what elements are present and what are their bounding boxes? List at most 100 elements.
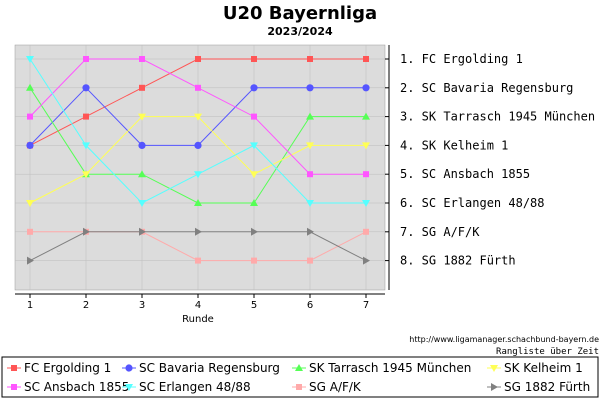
data-point [139,227,146,236]
legend-marker [295,364,303,371]
legend-item: SG 1882 Fürth [487,380,590,394]
data-point [138,141,146,149]
data-point [250,142,258,150]
rank-label: 3. SK Tarrasch 1945 München [400,110,595,124]
x-tick-label: 6 [307,300,313,311]
rank-label: 8. SG 1882 Fürth [400,254,516,268]
rank-label: 5. SC Ansbach 1855 [400,167,530,181]
data-point [307,56,313,62]
data-point [250,199,258,206]
legend-marker [125,364,133,372]
legend-item: SC Erlangen 48/88 [122,380,251,394]
legend-label: SG A/F/K [309,380,362,394]
plot-area [14,44,386,291]
data-point [26,141,34,149]
legend-label: FC Ergolding 1 [24,361,111,375]
data-point [363,256,370,265]
data-point [26,56,34,63]
data-point [363,171,369,178]
rank-labels: 1. FC Ergolding 1 2. SC Bavaria Regensbur… [385,52,595,268]
legend-label: SK Tarrasch 1945 München [309,361,471,375]
x-ticks: 1 2 3 4 5 6 7 [27,294,369,311]
data-point [307,227,314,236]
legend-marker [490,365,498,372]
data-point [251,56,257,62]
chart-subtitle: 2023/2024 [267,25,333,38]
legend-marker [125,384,133,391]
chart-title: U20 Bayernliga [223,3,377,24]
x-tick-label: 3 [139,300,145,311]
series-2 [26,84,370,149]
data-point [195,227,202,236]
legend-label: SG 1882 Fürth [504,380,590,394]
data-point [363,56,369,62]
legend-item: SC Ansbach 1855 [7,380,129,394]
data-point [83,227,90,236]
series-5 [27,56,369,178]
rank-label: 1. FC Ergolding 1 [400,52,523,66]
data-point [139,56,145,62]
legend: FC Ergolding 1 SC Bavaria Regensburg SK Ta… [7,361,590,394]
x-tick-label: 5 [251,300,257,311]
data-point [26,83,34,91]
series-4 [26,113,370,207]
data-point [27,228,33,235]
x-axis-label: Runde [182,314,214,325]
data-point [194,113,202,121]
data-point [83,113,89,120]
data-point [194,141,202,149]
data-point [27,256,34,265]
legend-label: SC Bavaria Regensburg [139,361,280,375]
data-point [251,257,257,264]
legend-marker [491,383,498,391]
x-tick-label: 7 [363,300,369,311]
data-point [251,227,258,236]
legend-marker [11,365,17,371]
source-url: http://www.ligamanager.schachbund-bayern… [409,335,599,344]
data-point [307,257,313,264]
x-tick-label: 4 [195,300,201,311]
data-point [306,142,314,150]
legend-label: SC Ansbach 1855 [24,380,129,394]
data-point [138,170,146,178]
legend-item: SK Kelheim 1 [487,361,583,375]
data-point [307,171,313,178]
data-point [250,171,258,179]
series-6 [26,56,370,207]
rank-label: 7. SG A/F/K [400,225,480,239]
data-point [251,113,257,120]
legend-item: SC Bavaria Regensburg [122,361,280,375]
data-point [306,200,314,207]
data-point [195,257,201,264]
data-point [362,84,370,92]
rank-label: 2. SC Bavaria Regensburg [400,81,573,95]
data-point [82,171,90,179]
legend-label: SK Kelheim 1 [504,361,583,375]
legend-marker [11,384,17,390]
legend-item: FC Ergolding 1 [7,361,111,375]
data-point [195,84,201,91]
series-layer [26,56,370,265]
data-point [138,200,146,207]
data-point [306,112,314,120]
data-point [250,84,258,92]
data-point [83,56,89,62]
data-point [26,200,34,207]
data-point [306,84,314,92]
data-point [194,171,202,179]
legend-label: SC Erlangen 48/88 [139,380,251,394]
rank-label: 6. SC Erlangen 48/88 [400,196,545,210]
data-point [195,56,201,62]
x-tick-label: 1 [27,300,33,311]
data-point [139,84,145,91]
data-point [82,142,90,150]
series-8 [27,227,370,265]
caption: Rangliste über Zeit [496,347,599,357]
data-point [362,200,370,207]
rank-label: 4. SK Kelheim 1 [400,138,508,152]
legend-box [1,356,599,398]
data-point [82,84,90,92]
data-point [362,142,370,150]
x-tick-label: 2 [83,300,89,311]
legend-item: SG A/F/K [292,380,362,394]
